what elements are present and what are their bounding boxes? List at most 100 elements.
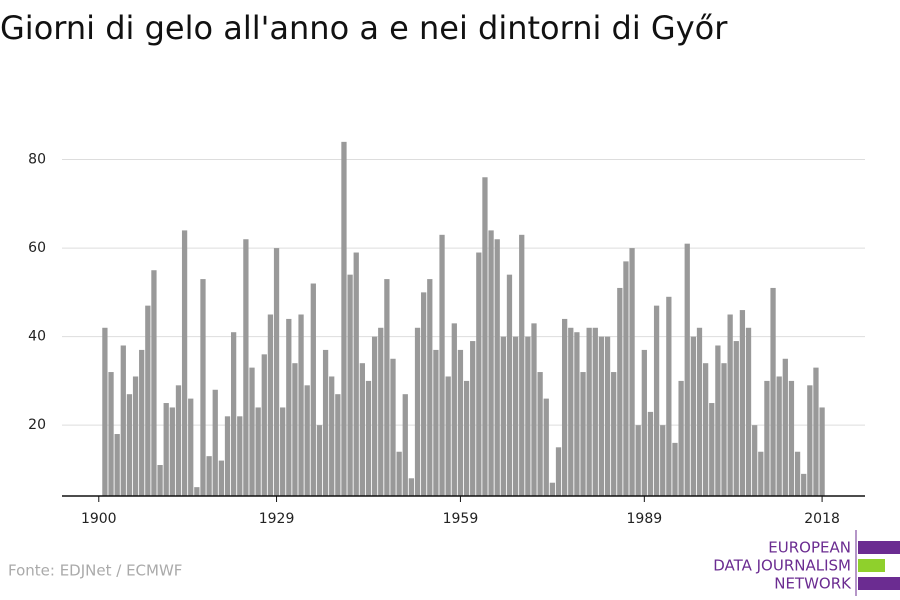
bar — [611, 372, 617, 496]
bar — [770, 287, 776, 496]
bar — [298, 314, 304, 496]
bar — [181, 230, 188, 496]
bar — [758, 451, 764, 496]
bar — [212, 389, 218, 496]
bar — [739, 310, 746, 496]
bar — [304, 385, 310, 496]
bar — [494, 239, 500, 496]
bar — [280, 407, 286, 496]
bar — [396, 451, 402, 496]
bar — [378, 327, 384, 496]
x-tick-label: 1900 — [81, 511, 117, 527]
logo-text: EUROPEAN — [768, 539, 851, 557]
bar — [218, 460, 225, 496]
bar — [292, 363, 298, 496]
bar — [261, 354, 267, 496]
bar — [341, 141, 347, 497]
bar — [329, 376, 335, 496]
bar — [641, 349, 647, 496]
bar — [353, 252, 359, 496]
bar — [139, 349, 145, 496]
bar — [237, 416, 243, 496]
bar — [316, 425, 323, 496]
bar — [463, 380, 470, 496]
bar — [635, 425, 641, 496]
bar — [512, 336, 519, 496]
bar — [200, 279, 206, 496]
bar — [421, 292, 427, 496]
bar — [163, 403, 169, 496]
bar — [727, 314, 733, 496]
bar — [776, 376, 782, 496]
bar — [819, 407, 825, 496]
bar — [696, 327, 703, 496]
y-tick-label: 20 — [28, 417, 46, 433]
bar — [592, 327, 598, 496]
bar — [445, 376, 451, 496]
x-tick-label: 2018 — [804, 511, 840, 527]
bar — [506, 274, 513, 496]
bar — [647, 411, 654, 496]
bar — [457, 349, 464, 496]
bar — [672, 442, 678, 496]
bar — [617, 287, 623, 496]
logo-text: NETWORK — [774, 575, 852, 593]
bar — [310, 283, 316, 496]
bar — [752, 425, 758, 496]
bar — [745, 327, 752, 496]
logo-text: DATA JOURNALISM — [713, 557, 851, 575]
bar — [690, 336, 697, 496]
bar — [470, 341, 476, 496]
bar — [427, 279, 433, 496]
bar — [347, 274, 353, 496]
bar — [390, 358, 396, 496]
bar — [408, 478, 415, 496]
bar — [801, 473, 807, 496]
bar — [482, 177, 488, 496]
logo-bar — [858, 541, 900, 554]
bar — [580, 372, 586, 496]
bar — [359, 363, 365, 496]
bar — [678, 380, 684, 496]
bar — [623, 261, 629, 496]
bar — [451, 323, 457, 496]
bar — [402, 394, 408, 496]
bar — [562, 318, 568, 496]
x-tick-label: 1929 — [259, 511, 295, 527]
bar — [721, 363, 727, 496]
bar — [371, 336, 378, 496]
bar — [108, 372, 114, 496]
bar — [169, 407, 175, 496]
bar — [132, 376, 139, 496]
bar — [230, 332, 237, 496]
bar — [114, 434, 120, 496]
y-tick-label: 40 — [28, 329, 46, 345]
bar — [488, 230, 494, 496]
bar — [555, 447, 562, 496]
bar — [604, 336, 611, 496]
bar — [102, 327, 108, 496]
bar — [126, 394, 133, 496]
bar — [574, 332, 580, 496]
bar — [653, 305, 660, 496]
bar — [684, 243, 690, 496]
bar — [794, 451, 801, 496]
bar — [188, 398, 194, 496]
bar — [537, 372, 543, 496]
bar — [807, 385, 813, 496]
bar — [255, 407, 261, 496]
bar — [476, 252, 482, 496]
bar — [145, 305, 151, 496]
bar — [782, 358, 788, 496]
bar — [531, 323, 537, 496]
bar — [322, 349, 329, 496]
logo-bar — [858, 559, 885, 572]
bar — [500, 336, 506, 496]
bar — [273, 248, 280, 496]
source: Fonte: EDJNet / ECMWF — [8, 562, 182, 580]
bar — [384, 279, 390, 496]
y-tick-label: 60 — [28, 240, 46, 256]
logo: EUROPEAN DATA JOURNALISM NETWORK — [713, 530, 900, 596]
bar — [525, 336, 531, 496]
